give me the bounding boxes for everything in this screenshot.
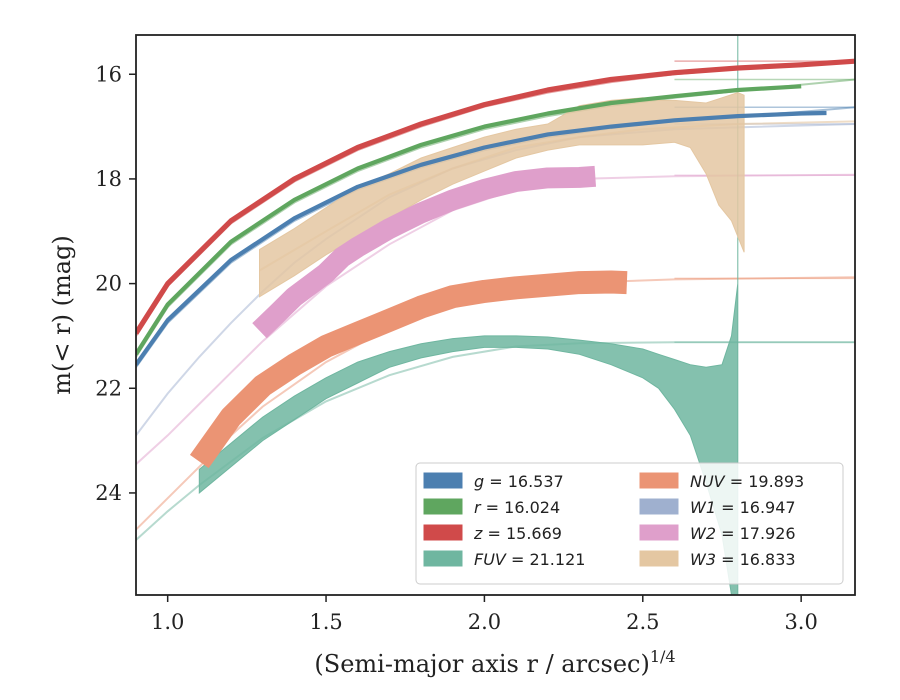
x-tick-label: 3.0 xyxy=(784,610,817,634)
legend-label: W1 = 16.947 xyxy=(690,498,796,517)
legend-entry-fuv: FUV = 21.121 xyxy=(423,550,585,569)
legend-swatch xyxy=(639,472,679,489)
y-axis-label: m(< r) (mag) xyxy=(48,235,76,394)
x-tick-label: 2.5 xyxy=(626,610,659,634)
legend-swatch xyxy=(639,498,679,515)
model-curve-w3 xyxy=(258,120,855,272)
legend-swatch xyxy=(423,498,463,515)
plot-frame xyxy=(135,34,856,596)
legend-label: g = 16.537 xyxy=(474,472,564,491)
x-tick-label: 2.0 xyxy=(468,610,501,634)
data-curve-w2 xyxy=(252,165,597,339)
legend-swatch xyxy=(639,550,679,567)
legend: g = 16.537 r = 16.024 z = 15.669 FUV = 21.1… xyxy=(415,462,844,585)
legend-swatch xyxy=(423,472,463,489)
y-tick-label: 18 xyxy=(95,167,122,191)
legend-swatch xyxy=(423,550,463,567)
legend-label: W3 = 16.833 xyxy=(690,550,796,569)
legend-entry-g: g = 16.537 xyxy=(423,472,564,491)
legend-label: r = 16.024 xyxy=(474,498,560,517)
legend-entry-nuv: NUV = 19.893 xyxy=(639,472,804,491)
legend-entry-z: z = 15.669 xyxy=(423,524,562,543)
y-tick-label: 16 xyxy=(95,62,122,86)
y-tick-label: 22 xyxy=(95,376,122,400)
legend-label: NUV = 19.893 xyxy=(690,472,804,491)
model-curve-w2 xyxy=(136,173,855,465)
data-curve-nuv xyxy=(189,270,628,469)
axis-ticks: 1.0 1.5 2.0 2.5 3.0 16 18 20 22 24 xyxy=(95,62,818,634)
data-curve-r xyxy=(136,84,802,356)
x-axis-label-text: (Semi-major axis r / arcsec) xyxy=(314,650,649,678)
legend-frame xyxy=(415,462,844,585)
legend-entry-r: r = 16.024 xyxy=(423,498,560,517)
error-band-fuv xyxy=(198,35,739,595)
y-tick-label: 20 xyxy=(95,272,122,296)
legend-swatch xyxy=(423,524,463,541)
legend-label: z = 15.669 xyxy=(473,524,562,543)
legend-swatch xyxy=(639,524,679,541)
data-curve-z xyxy=(136,58,855,335)
error-band-w3 xyxy=(259,92,745,298)
x-tick-label: 1.0 xyxy=(151,610,184,634)
x-axis-label: (Semi-major axis r / arcsec)1/4 xyxy=(314,647,675,678)
model-curve-r xyxy=(136,78,855,358)
data-curve-g xyxy=(136,110,827,366)
legend-entry-w3: W3 = 16.833 xyxy=(639,550,796,569)
plot-area xyxy=(136,35,855,595)
x-tick-label: 1.5 xyxy=(309,610,342,634)
x-axis-label-exponent: 1/4 xyxy=(650,647,676,666)
y-tick-label: 24 xyxy=(95,481,122,505)
legend-entry-w1: W1 = 16.947 xyxy=(639,498,796,517)
legend-label: FUV = 21.121 xyxy=(474,550,585,569)
legend-entry-w2: W2 = 17.926 xyxy=(639,524,796,543)
legend-label: W2 = 17.926 xyxy=(690,524,796,543)
